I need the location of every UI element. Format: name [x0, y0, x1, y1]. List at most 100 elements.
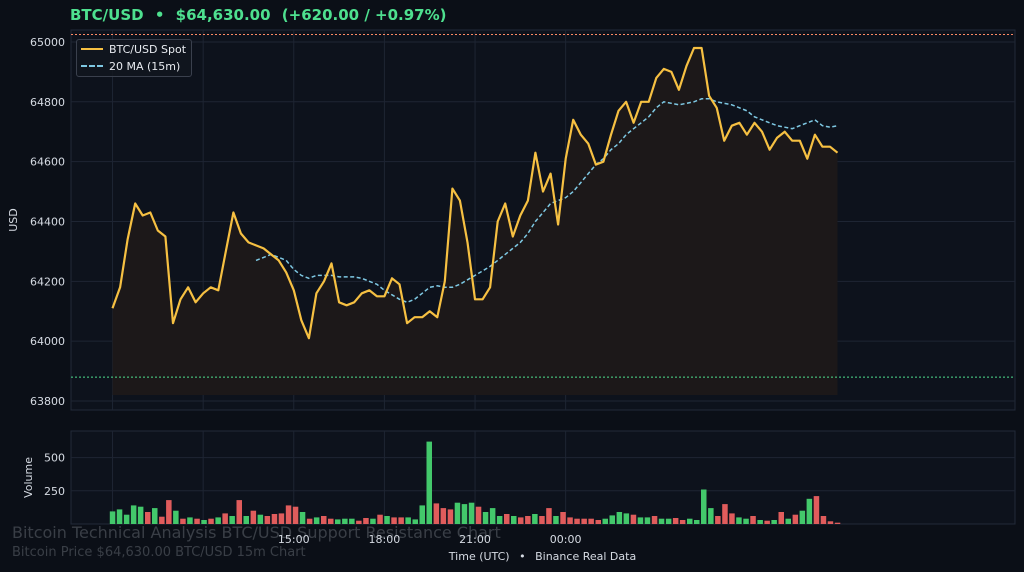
volume-bar [130, 505, 137, 524]
volume-bar [109, 511, 116, 524]
y-axis-title: USD [7, 208, 20, 232]
volume-bar [215, 517, 221, 524]
volume-bar [292, 506, 299, 524]
volume-bar [391, 517, 397, 524]
volume-bar [433, 503, 440, 524]
volume-bar [616, 512, 623, 524]
volume-bar [180, 518, 186, 524]
data-source: Binance Real Data [535, 550, 637, 563]
volume-bar [722, 504, 728, 524]
volume-bar [152, 508, 158, 524]
y-tick-label: 65000 [30, 36, 65, 49]
volume-bar [757, 520, 763, 524]
volume-bar [363, 518, 369, 524]
legend-label-spot: BTC/USD Spot [109, 42, 187, 56]
price-panel: 63800 64000 64200 64400 64600 64800 65000 USD [7, 29, 1016, 411]
volume-bar [250, 510, 257, 524]
volume-bar [313, 517, 320, 524]
volume-bar [328, 518, 334, 524]
volume-bar [377, 514, 383, 524]
volume-bar [630, 514, 637, 524]
volume-bar [539, 516, 545, 524]
volume-bar [278, 513, 285, 524]
volume-bar [454, 502, 461, 524]
header-separator: • [154, 6, 165, 24]
volume-bar [637, 517, 644, 524]
y-tick-label: 64400 [30, 215, 65, 228]
volume-bar [574, 518, 580, 524]
legend-item-spot: BTC/USD Spot [81, 41, 186, 57]
x-axis-title: Time (UTC) [448, 550, 510, 563]
legend-swatch-spot [81, 48, 103, 50]
volume-bar [440, 508, 447, 524]
volume-bar [356, 520, 362, 524]
volume-bar [729, 513, 735, 524]
volume-bar [651, 516, 658, 524]
volume-bar [602, 518, 608, 524]
volume-bar [123, 514, 130, 524]
watermark-title: Bitcoin Technical Analysis BTC/USD Suppo… [12, 523, 501, 542]
volume-bar [257, 514, 264, 524]
volume-bar [687, 518, 693, 524]
volume-bar [370, 518, 376, 524]
legend: BTC/USD Spot 20 MA (15m) [76, 39, 192, 77]
volume-bar [489, 508, 496, 524]
volume-bar [834, 522, 841, 524]
volume-bar [750, 516, 756, 524]
volume-bar [588, 518, 594, 524]
volume-bar [792, 514, 799, 524]
ma-line [255, 98, 838, 304]
x-tick-label: 15:00 [278, 533, 310, 546]
y-tick-label: 64000 [30, 335, 65, 348]
volume-panel: 15:00 18:00 21:00 00:00 250 500 Volume [22, 430, 1016, 546]
volume-bar [447, 509, 454, 524]
price-header: BTC/USD • $64,630.00 (+620.00 / +0.97%) [70, 6, 453, 24]
volume-bar [820, 516, 827, 524]
x-tick-label: 21:00 [459, 533, 491, 546]
volume-bar [173, 510, 179, 524]
volume-bar [679, 520, 686, 524]
volume-bar [384, 516, 390, 524]
volume-bar [229, 516, 235, 524]
volume-bar [560, 512, 566, 524]
price-value: $64,630.00 [175, 6, 271, 24]
volume-bar [398, 517, 404, 524]
price-change: (+620.00 / +0.97%) [281, 6, 447, 24]
volume-y-tick-label: 500 [44, 452, 65, 465]
volume-bar [271, 514, 278, 524]
legend-item-ma: 20 MA (15m) [81, 58, 180, 74]
volume-bar [518, 517, 524, 524]
volume-bar [461, 504, 468, 524]
volume-bar [145, 512, 151, 524]
volume-bar [567, 517, 573, 524]
volume-bar [553, 516, 559, 524]
volume-bar [236, 500, 242, 524]
volume-bar [349, 518, 355, 524]
volume-bar [187, 517, 193, 524]
volume-y-tick-label: 250 [44, 485, 65, 498]
volume-bar [201, 520, 207, 524]
volume-bar [665, 518, 672, 524]
legend-swatch-ma [81, 65, 103, 67]
volume-bar [511, 516, 517, 524]
volume-bar [335, 519, 341, 524]
volume-bar [475, 506, 482, 524]
volume-bar [764, 520, 770, 524]
volume-bar [426, 441, 432, 524]
watermark-subtitle: Bitcoin Price $64,630.00 BTC/USD 15m Cha… [12, 545, 306, 560]
volume-bar [799, 510, 806, 524]
y-tick-label: 64200 [30, 275, 65, 288]
volume-bar [208, 518, 214, 524]
volume-bar [609, 515, 615, 524]
volume-bar [694, 520, 700, 524]
volume-bar [595, 520, 601, 524]
x-tick-label: 00:00 [550, 533, 582, 546]
volume-bar [299, 512, 306, 524]
volume-bar [827, 521, 834, 524]
volume-bar [285, 505, 292, 524]
volume-bar [813, 496, 820, 524]
volume-bar [306, 518, 313, 524]
volume-bar [658, 518, 665, 524]
volume-bar [137, 506, 144, 524]
